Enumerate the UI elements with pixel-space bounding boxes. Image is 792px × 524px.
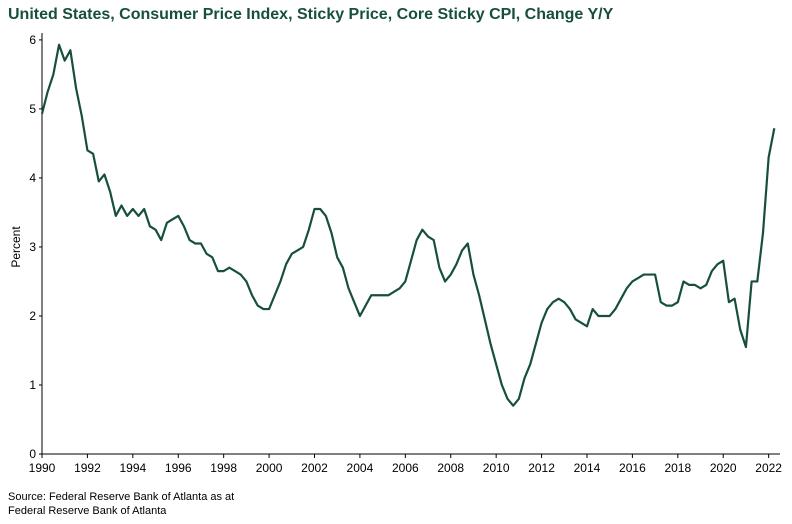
- x-tick-label: 2002: [301, 461, 328, 475]
- x-tick-label: 2022: [755, 461, 782, 475]
- x-tick-label: 1996: [165, 461, 192, 475]
- source-note: Source: Federal Reserve Bank of Atlanta …: [8, 491, 234, 503]
- x-tick-label: 2008: [437, 461, 464, 475]
- y-tick-label: 4: [29, 171, 36, 185]
- source-note: Federal Reserve Bank of Atlanta: [8, 505, 167, 517]
- x-tick-label: 2018: [664, 461, 691, 475]
- x-tick-label: 2014: [574, 461, 601, 475]
- y-tick-label: 3: [29, 240, 36, 254]
- x-tick-label: 1998: [210, 461, 237, 475]
- x-tick-label: 2006: [392, 461, 419, 475]
- x-tick-label: 2010: [483, 461, 510, 475]
- x-tick-label: 1990: [29, 461, 56, 475]
- y-tick-label: 2: [29, 309, 36, 323]
- series-line: [40, 43, 776, 407]
- x-tick-label: 2012: [528, 461, 555, 475]
- y-tick-label: 0: [29, 447, 36, 461]
- y-tick-label: 1: [29, 378, 36, 392]
- x-tick-label: 2000: [256, 461, 283, 475]
- x-tick-label: 2020: [710, 461, 737, 475]
- y-tick-label: 5: [29, 102, 36, 116]
- x-tick-label: 1992: [74, 461, 101, 475]
- x-tick-label: 2004: [347, 461, 374, 475]
- chart-title: United States, Consumer Price Index, Sti…: [8, 6, 614, 23]
- y-tick-label: 6: [29, 33, 36, 47]
- y-axis-label: Percent: [9, 226, 23, 268]
- x-tick-label: 2016: [619, 461, 646, 475]
- x-tick-label: 1994: [119, 461, 146, 475]
